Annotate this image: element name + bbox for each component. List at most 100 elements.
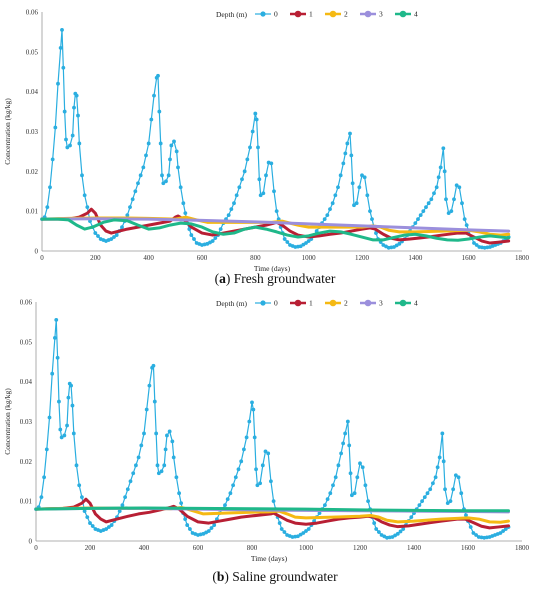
data-point [433, 475, 438, 480]
data-point [434, 185, 439, 190]
data-point [366, 499, 370, 504]
data-point [363, 483, 368, 488]
data-point [80, 495, 84, 500]
data-point [282, 530, 287, 534]
data-point [254, 467, 258, 472]
figure-caption: (a) Fresh groundwater [215, 271, 336, 286]
data-point [56, 81, 60, 86]
data-point [374, 527, 379, 531]
data-point [336, 463, 341, 468]
data-point [474, 533, 478, 537]
y-tick-label: 0.02 [20, 458, 33, 466]
data-point [260, 463, 265, 468]
data-point [443, 487, 447, 492]
data-point [474, 243, 479, 247]
data-point [142, 431, 146, 436]
y-axis-label: Concentration (kg/kg) [3, 98, 12, 165]
data-point [232, 201, 236, 206]
series-line [34, 497, 510, 530]
x-tick-label: 0 [40, 254, 44, 262]
data-point [74, 463, 79, 468]
data-point [156, 73, 160, 78]
data-point [345, 141, 350, 146]
data-point [176, 165, 180, 170]
data-point [441, 146, 446, 151]
data-point [350, 181, 355, 186]
data-point [416, 217, 420, 222]
x-tick-label: 800 [250, 254, 261, 262]
data-point [438, 165, 443, 170]
data-point [223, 503, 227, 508]
data-point [360, 173, 364, 178]
legend-marker [399, 299, 407, 307]
legend-title: Depth (m) [216, 10, 248, 19]
data-point [136, 181, 140, 186]
data-point [162, 463, 167, 468]
data-point [93, 231, 98, 235]
data-point [161, 181, 166, 186]
data-point [343, 151, 348, 156]
data-point [62, 109, 67, 114]
y-tick-label: 0.04 [20, 378, 33, 386]
data-point [424, 205, 428, 210]
data-point [226, 213, 231, 218]
data-point [372, 521, 377, 525]
series-depth-4 [34, 506, 510, 513]
y-tick-label: 0.03 [20, 418, 33, 426]
legend-marker [260, 300, 266, 306]
legend-marker [329, 10, 337, 18]
data-point [446, 211, 451, 216]
data-point [397, 241, 402, 246]
data-point [60, 28, 64, 32]
data-point [285, 240, 290, 244]
data-point [331, 483, 335, 488]
x-tick-label: 600 [197, 254, 208, 262]
data-point [109, 237, 114, 241]
data-point [48, 185, 52, 190]
x-axis-label: Time (days) [254, 264, 291, 273]
data-point [237, 185, 242, 190]
x-tick-label: 1200 [353, 544, 368, 552]
data-point [185, 523, 190, 527]
x-tick-label: 1600 [462, 254, 477, 262]
data-point [261, 191, 266, 196]
data-point [131, 471, 136, 476]
data-point [218, 227, 223, 231]
data-point [258, 481, 262, 486]
y-tick-label: 0.05 [20, 338, 33, 346]
data-point [53, 335, 57, 340]
y-tick-label: 0.05 [26, 48, 39, 56]
data-point [155, 463, 160, 468]
data-point [257, 177, 262, 182]
legend-label: 4 [414, 10, 418, 19]
data-point [269, 479, 273, 484]
series-depth-4 [40, 217, 511, 242]
data-point [252, 435, 257, 440]
data-point [160, 173, 164, 178]
data-point [206, 529, 211, 533]
data-point [39, 495, 44, 500]
data-point [82, 509, 87, 514]
data-point [117, 509, 122, 514]
data-point [183, 211, 188, 216]
data-point [144, 407, 149, 412]
data-point [231, 483, 236, 488]
data-point [452, 197, 456, 202]
data-point [420, 499, 424, 504]
data-point [395, 531, 400, 536]
data-point [501, 529, 505, 533]
data-point [247, 419, 252, 424]
x-tick-label: 1200 [355, 254, 370, 262]
legend: Depth (m) 0 1 2 3 4 [216, 10, 418, 20]
data-point [213, 236, 218, 240]
y-tick-label: 0.01 [20, 498, 33, 506]
data-point [459, 491, 464, 496]
data-point [263, 449, 268, 454]
y-axis-label: Concentration (kg/kg) [3, 388, 12, 455]
data-point [245, 157, 250, 162]
data-point [158, 141, 163, 146]
data-point [234, 193, 239, 198]
data-point [123, 495, 127, 500]
x-tick-label: 400 [143, 254, 154, 262]
x-tick-label: 1400 [408, 254, 423, 262]
